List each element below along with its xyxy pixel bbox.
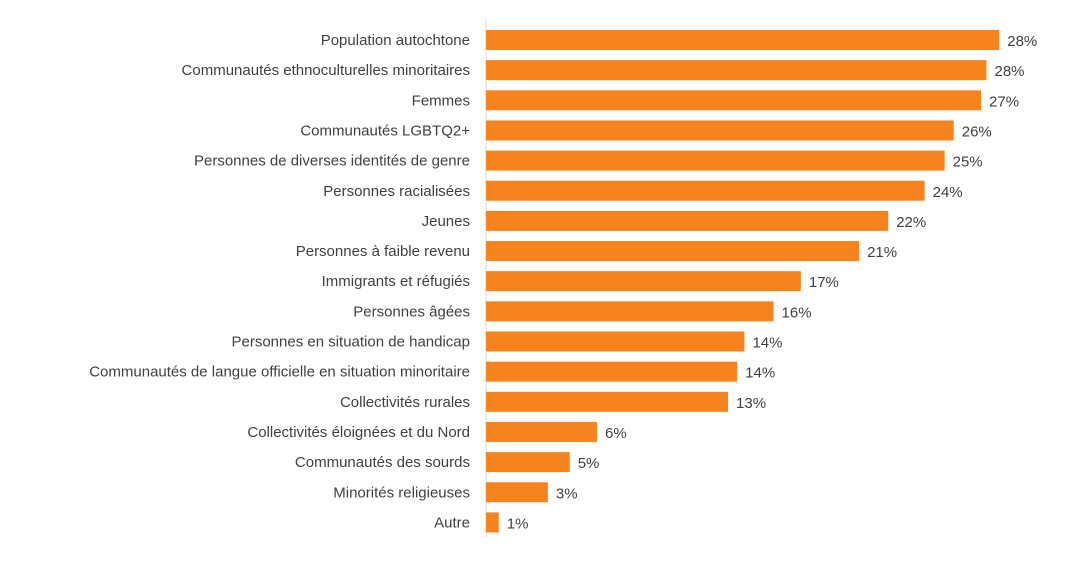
bar	[486, 512, 499, 533]
category-label: Collectivités éloignées et du Nord	[247, 424, 470, 441]
data-label: 22%	[896, 214, 926, 231]
category-label: Communautés des sourds	[295, 454, 470, 471]
bar	[486, 90, 982, 111]
category-label: Jeunes	[422, 213, 470, 230]
data-label: 27%	[989, 93, 1019, 110]
category-label: Collectivités rurales	[340, 394, 470, 411]
category-label: Communautés ethnoculturelles minoritaire…	[182, 62, 470, 79]
bar	[486, 301, 774, 322]
bar	[486, 421, 598, 442]
category-label: Personnes de diverses identités de genre	[194, 153, 470, 170]
bar	[486, 30, 1000, 50]
category-label: Minorités religieuses	[333, 484, 470, 501]
bar	[486, 271, 801, 292]
data-label: 14%	[745, 365, 775, 382]
bar	[486, 60, 987, 81]
bar	[486, 452, 570, 473]
data-label: 28%	[1007, 33, 1037, 50]
category-label: Immigrants et réfugiés	[322, 273, 470, 290]
bar	[486, 180, 925, 201]
data-label: 24%	[933, 184, 963, 201]
data-label: 16%	[782, 304, 812, 321]
bar	[486, 241, 860, 262]
category-label: Personnes racialisées	[323, 183, 470, 200]
category-label: Autre	[434, 514, 470, 531]
data-label: 25%	[953, 154, 983, 171]
data-label: 6%	[605, 425, 627, 442]
data-label: 26%	[962, 123, 992, 140]
data-label: 3%	[556, 485, 578, 502]
category-label: Personnes à faible revenu	[296, 243, 470, 260]
bar	[486, 150, 945, 171]
data-label: 28%	[995, 63, 1025, 80]
data-label: 1%	[507, 515, 529, 532]
data-label: 14%	[752, 335, 782, 352]
data-label: 13%	[736, 395, 766, 412]
data-label: 17%	[809, 274, 839, 291]
bar	[486, 210, 889, 231]
bar	[486, 361, 738, 382]
data-label: 5%	[578, 455, 600, 472]
category-label: Femmes	[412, 92, 470, 109]
category-label: Personnes âgées	[353, 303, 470, 320]
category-label: Population autochtone	[321, 32, 470, 49]
bar	[486, 391, 729, 412]
bar	[486, 331, 745, 352]
category-label: Personnes en situation de handicap	[231, 334, 470, 351]
data-label: 21%	[867, 244, 897, 261]
bar	[486, 120, 954, 141]
bar	[486, 482, 548, 503]
category-label: Communautés LGBTQ2+	[300, 122, 470, 139]
category-label: Communautés de langue officielle en situ…	[89, 364, 470, 381]
